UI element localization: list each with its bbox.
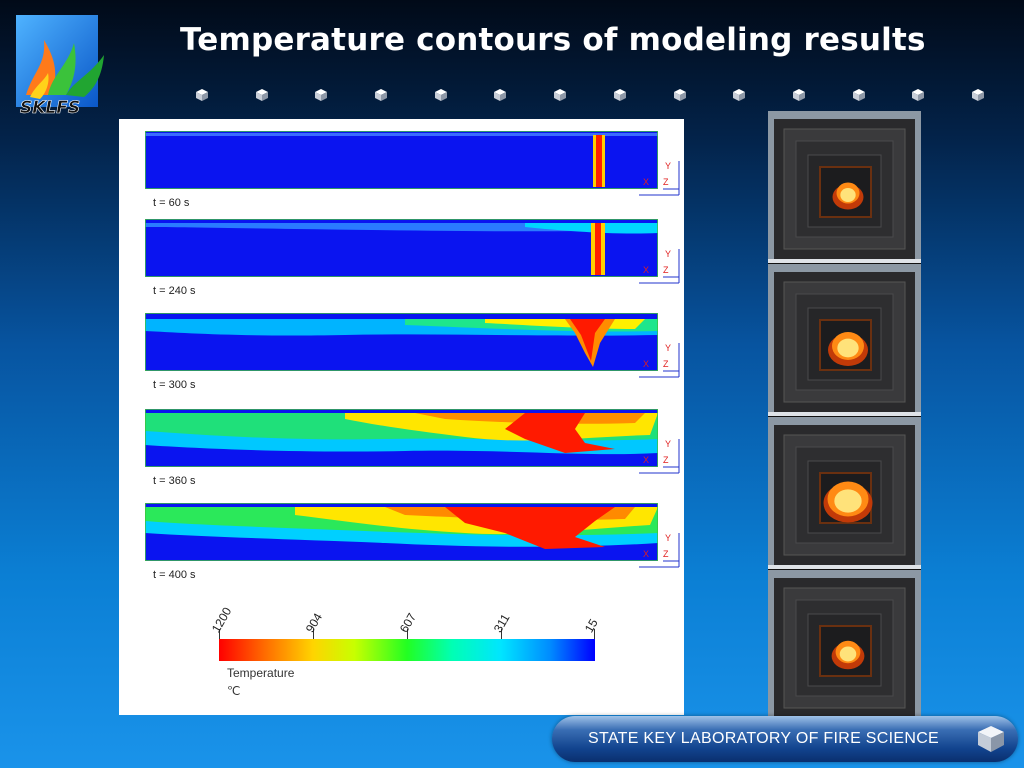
- time-label: t = 400 s: [153, 569, 196, 581]
- axis-label-x: X: [643, 359, 649, 369]
- bullet-cube-icon: [911, 88, 925, 102]
- axis-label-z: Z: [663, 177, 669, 187]
- bullet-cube-icon: [374, 88, 388, 102]
- bullet-cube-icon: [255, 88, 269, 102]
- temperature-contour-300s: [145, 313, 658, 371]
- time-label: t = 360 s: [153, 475, 196, 487]
- axis-label-x: X: [643, 549, 649, 559]
- axis-label-x: X: [643, 455, 649, 465]
- bullet-cube-icon: [493, 88, 507, 102]
- bullet-cube-icon: [852, 88, 866, 102]
- axis-label-z: Z: [663, 549, 669, 559]
- color-bar: [219, 639, 595, 661]
- fire-photo-1: [768, 111, 921, 263]
- legend-tick-label: 904: [302, 610, 326, 635]
- axis-label-z: Z: [663, 265, 669, 275]
- axis-label-x: X: [643, 177, 649, 187]
- temperature-contour-60s: [145, 131, 658, 189]
- legend-tick: [594, 629, 595, 639]
- bullet-cube-icon: [613, 88, 627, 102]
- time-label: t = 60 s: [153, 197, 190, 209]
- legend-unit: ℃: [227, 684, 241, 698]
- fire-photo-4: [768, 570, 921, 722]
- bullet-cube-icon: [971, 88, 985, 102]
- bullet-row: [195, 88, 985, 104]
- footer-text: STATE KEY LABORATORY OF FIRE SCIENCE: [588, 730, 940, 747]
- bullet-cube-icon: [314, 88, 328, 102]
- bullet-cube-icon: [673, 88, 687, 102]
- bullet-cube-icon: [195, 88, 209, 102]
- bullet-cube-icon: [732, 88, 746, 102]
- temperature-contour-400s: [145, 503, 658, 561]
- axis-label-z: Z: [663, 455, 669, 465]
- fire-photo-2: [768, 264, 921, 416]
- temperature-contour-240s: [145, 219, 658, 277]
- time-label: t = 240 s: [153, 285, 196, 297]
- time-label: t = 300 s: [153, 379, 196, 391]
- cube-icon: [974, 722, 1008, 756]
- slide-title: Temperature contours of modeling results: [180, 22, 926, 58]
- sklfs-logo: SKLFS: [16, 15, 106, 118]
- legend-tick-label: 1200: [208, 604, 235, 635]
- temperature-contour-360s: [145, 409, 658, 467]
- bullet-cube-icon: [553, 88, 567, 102]
- axis-label-z: Z: [663, 359, 669, 369]
- legend-tick: [219, 629, 220, 639]
- svg-text:SKLFS: SKLFS: [20, 98, 80, 117]
- legend-title: Temperature: [227, 666, 295, 680]
- legend-tick: [313, 629, 314, 639]
- bullet-cube-icon: [792, 88, 806, 102]
- axis-label-y: Y: [665, 249, 671, 259]
- fire-photo-3: [768, 417, 921, 569]
- legend-tick-label: 607: [396, 610, 420, 635]
- axis-label-x: X: [643, 265, 649, 275]
- temperature-legend: 1200 904 607 311 15 Temperature ℃: [209, 589, 609, 709]
- axis-label-y: Y: [665, 439, 671, 449]
- footer-banner: STATE KEY LABORATORY OF FIRE SCIENCE: [552, 716, 1018, 762]
- legend-tick-label: 311: [490, 611, 513, 635]
- axis-label-y: Y: [665, 343, 671, 353]
- axis-label-y: Y: [665, 161, 671, 171]
- legend-tick: [501, 629, 502, 639]
- legend-tick: [407, 629, 408, 639]
- fire-photo-column: [768, 111, 921, 723]
- bullet-cube-icon: [434, 88, 448, 102]
- axis-label-y: Y: [665, 533, 671, 543]
- legend-tick-label: 15: [581, 616, 601, 635]
